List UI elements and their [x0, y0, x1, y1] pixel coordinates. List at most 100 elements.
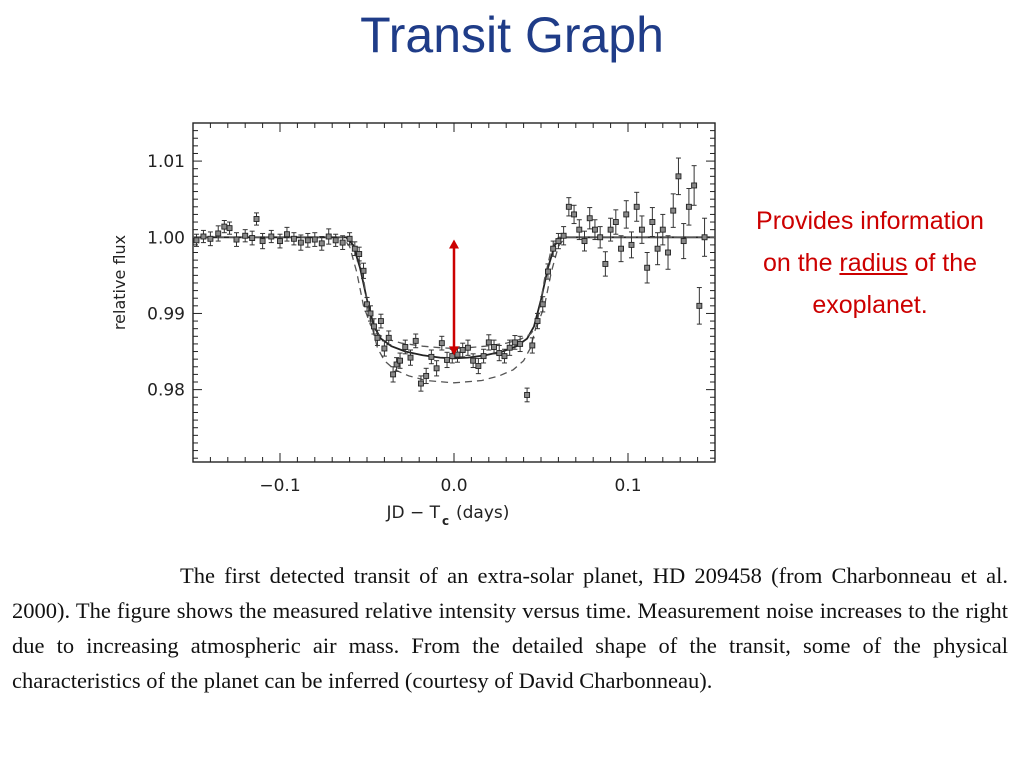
- data-point: [659, 226, 666, 233]
- data-point: [602, 260, 609, 267]
- y-tick-label: 1.01: [147, 152, 185, 172]
- data-point: [654, 245, 661, 252]
- data-point: [633, 203, 640, 210]
- data-point: [464, 344, 471, 351]
- data-point: [524, 392, 531, 398]
- data-point: [459, 347, 466, 353]
- data-point: [670, 207, 677, 214]
- data-point: [428, 353, 435, 360]
- data-point: [701, 234, 708, 241]
- data-point: [423, 372, 430, 379]
- data-point: [675, 173, 682, 180]
- data-point: [346, 235, 353, 242]
- data-point: [591, 226, 598, 233]
- data-point: [438, 340, 445, 347]
- depth-arrow-head-bottom: [449, 346, 459, 356]
- data-point: [691, 182, 698, 189]
- data-point: [226, 225, 233, 232]
- data-point: [318, 240, 325, 247]
- data-point: [612, 219, 619, 225]
- data-point: [529, 342, 536, 349]
- radius-note: Provides information on the radius of th…: [745, 200, 995, 326]
- data-point: [402, 344, 409, 350]
- x-tick-label: 0.0: [440, 476, 467, 496]
- depth-arrow-head-top: [449, 239, 459, 249]
- data-point: [501, 353, 508, 360]
- data-point: [290, 235, 297, 242]
- y-tick-label: 0.98: [147, 381, 185, 401]
- data-point: [571, 211, 578, 218]
- data-point: [545, 268, 551, 275]
- data-point: [597, 234, 604, 241]
- data-point: [200, 233, 207, 240]
- data-point: [475, 363, 482, 369]
- data-point: [393, 361, 400, 368]
- data-point: [277, 238, 283, 245]
- plot-area: [193, 157, 715, 403]
- data-point: [325, 233, 332, 240]
- data-point: [412, 337, 419, 344]
- data-point: [680, 238, 687, 245]
- x-tick-label: 0.1: [614, 476, 641, 496]
- data-point: [623, 211, 630, 218]
- data-point: [284, 231, 290, 238]
- data-point: [496, 350, 503, 357]
- data-point: [221, 223, 228, 230]
- data-point: [565, 203, 572, 210]
- data-point: [339, 239, 346, 246]
- data-point: [644, 264, 651, 271]
- data-point: [356, 251, 363, 257]
- data-point: [511, 339, 518, 346]
- data-point: [618, 245, 624, 252]
- data-point: [470, 357, 477, 364]
- data-point: [607, 226, 614, 233]
- data-point: [560, 232, 567, 239]
- data-point: [517, 340, 524, 347]
- data-point: [304, 237, 311, 244]
- data-point: [385, 334, 392, 341]
- data-point: [534, 318, 541, 325]
- data-point: [259, 238, 266, 245]
- data-point: [367, 310, 374, 317]
- data-point: [444, 356, 450, 363]
- data-point: [249, 235, 256, 241]
- data-point: [433, 365, 440, 372]
- data-point: [253, 216, 260, 222]
- x-axis-label-subscript: c: [442, 514, 449, 528]
- data-point: [586, 215, 593, 222]
- data-point: [360, 267, 367, 274]
- data-point: [665, 249, 671, 256]
- y-axis-label: relative flux: [110, 235, 129, 330]
- data-point: [364, 301, 370, 308]
- data-point: [638, 226, 645, 233]
- data-point: [374, 334, 381, 341]
- data-point: [207, 235, 214, 242]
- data-point: [268, 233, 275, 240]
- data-point: [407, 354, 414, 361]
- y-tick-label: 0.99: [147, 304, 185, 324]
- data-point: [555, 238, 562, 245]
- x-tick-label: −0.1: [259, 476, 300, 496]
- note-emphasis-radius: radius: [839, 249, 908, 277]
- note-text-after: of the exoplanet.: [812, 249, 978, 319]
- data-point: [397, 357, 404, 364]
- slide-title: Transit Graph: [360, 7, 664, 63]
- data-point: [351, 245, 358, 252]
- data-point: [628, 241, 635, 248]
- data-point: [297, 239, 304, 246]
- data-point: [685, 203, 692, 210]
- data-point: [576, 226, 583, 233]
- data-point: [381, 345, 388, 352]
- data-point: [649, 219, 656, 225]
- model-curve-dashed: [193, 236, 715, 350]
- data-point: [480, 353, 487, 360]
- x-axis-label: JD − T: [385, 503, 440, 523]
- data-point: [491, 344, 497, 350]
- data-point: [506, 344, 513, 351]
- data-point: [390, 371, 397, 378]
- x-axis-label-suffix: (days): [456, 503, 509, 523]
- data-point: [550, 245, 557, 252]
- data-point: [215, 230, 222, 237]
- y-tick-label: 1.00: [147, 228, 185, 248]
